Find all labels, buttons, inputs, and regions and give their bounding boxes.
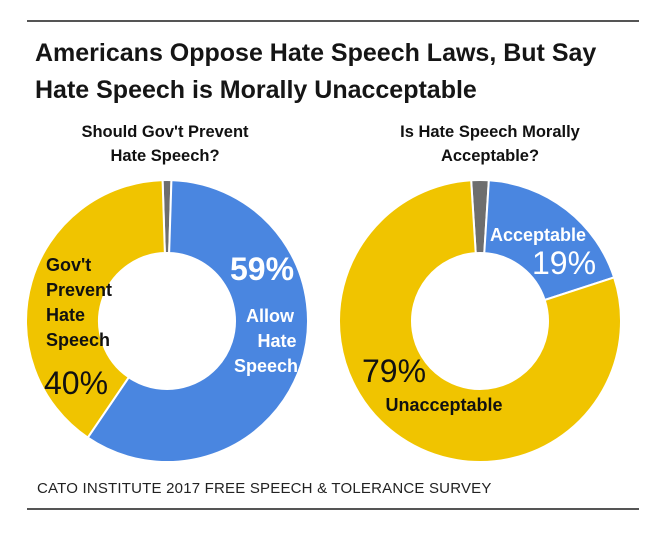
donut-2-slice-b [338,179,622,463]
slice-label-prevent-line-4: Speech [46,330,110,350]
slice-label-prevent-line-3: Hate [46,305,85,325]
slice-label-acceptable-pct: 19% [532,245,596,281]
chart-2-title: Is Hate Speech Morally Acceptable? [345,120,635,168]
donut-2-slice-a [483,179,616,302]
slice-label-allow-line-1: Allow [246,306,295,326]
slice-label-allow-pct: 59% [230,251,294,287]
slice-label-unacceptable: Unacceptable [385,395,502,415]
chart-1-title-line-1: Should Gov't Prevent [81,123,249,141]
donut-chart-moral-acceptability: Acceptable 19% 79% Unacceptable [338,178,622,463]
donut-1-slice-b [25,179,166,440]
page-title: Americans Oppose Hate Speech Laws, But S… [35,35,635,109]
donut-1-slice-a [86,179,310,463]
chart-1-title: Should Gov't Prevent Hate Speech? [40,120,290,168]
slice-label-allow-line-2: Hate [257,331,296,351]
chart-1-title-line-2: Hate Speech? [110,147,220,165]
title-line-1: Americans Oppose Hate Speech Laws, But S… [35,39,597,67]
slice-label-acceptable: Acceptable [490,225,586,245]
chart-2-title-line-1: Is Hate Speech Morally [400,123,580,141]
chart-2-title-line-2: Acceptable? [440,147,540,165]
source-footer: CATO INSTITUTE 2017 FREE SPEECH & TOLERA… [37,480,492,497]
slice-label-unacceptable-pct: 79% [362,353,426,389]
slice-label-prevent-line-1: Gov't [46,255,91,275]
top-rule [27,20,639,22]
slice-label-prevent-line-2: Prevent [46,280,112,300]
bottom-rule [27,508,639,510]
donut-chart-gov-prevent: 59% Allow Hate Speech Gov't Prevent Hate… [25,179,310,463]
title-line-2: Hate Speech is Morally Unacceptable [35,76,477,104]
slice-label-allow-line-3: Speech [234,356,298,376]
slice-label-prevent-pct: 40% [44,365,108,401]
